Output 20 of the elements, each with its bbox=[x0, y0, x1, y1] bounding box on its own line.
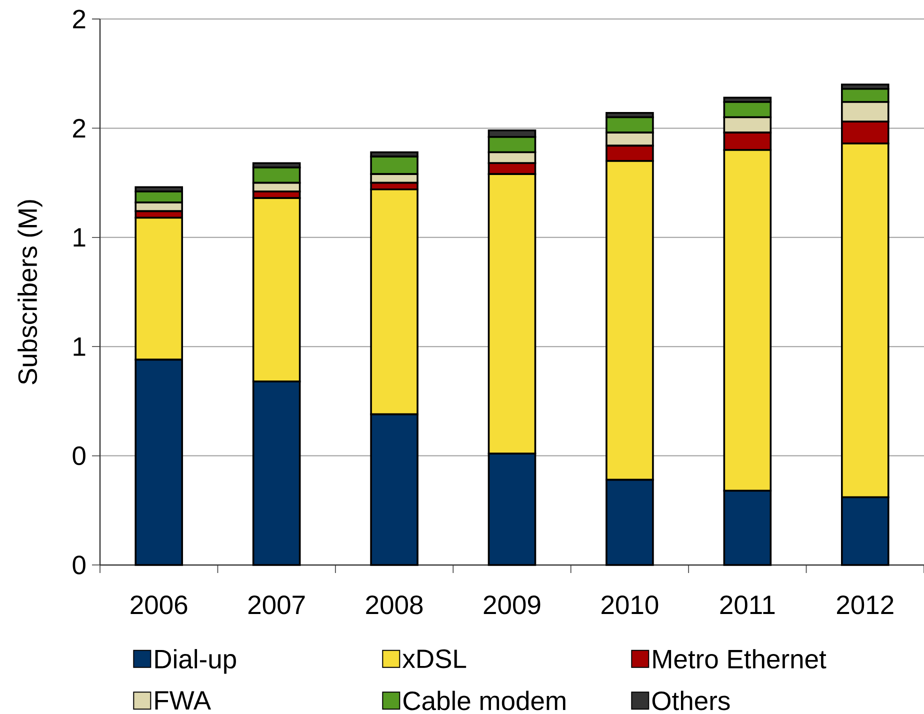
legend-label: Cable modem bbox=[404, 690, 566, 710]
y-tick-label: 2 bbox=[73, 10, 86, 28]
legend-label: Others bbox=[652, 690, 730, 710]
legend-label: xDSL bbox=[402, 649, 466, 668]
x-tick-label: 2010 bbox=[602, 596, 658, 614]
x-tick-label: 2009 bbox=[484, 596, 540, 614]
legend-label: Dial-up bbox=[155, 649, 236, 674]
y-tick-label: 1 bbox=[74, 337, 86, 356]
legend-label: FWA bbox=[155, 691, 212, 710]
y-axis-title: Subscribers (M) bbox=[18, 200, 42, 384]
y-tick-label: 1 bbox=[74, 228, 86, 247]
x-tick-label: 2006 bbox=[130, 596, 188, 614]
y-tick-label: 0 bbox=[72, 556, 86, 574]
x-tick-label: 2012 bbox=[837, 596, 894, 614]
legend-label: Metro Ethernet bbox=[653, 649, 826, 669]
x-tick-label: 2008 bbox=[366, 596, 423, 614]
y-tick-label: 0 bbox=[72, 446, 86, 466]
x-tick-label: 2011 bbox=[720, 596, 775, 614]
y-tick-label: 2 bbox=[73, 118, 86, 138]
x-tick-label: 2007 bbox=[248, 596, 305, 614]
